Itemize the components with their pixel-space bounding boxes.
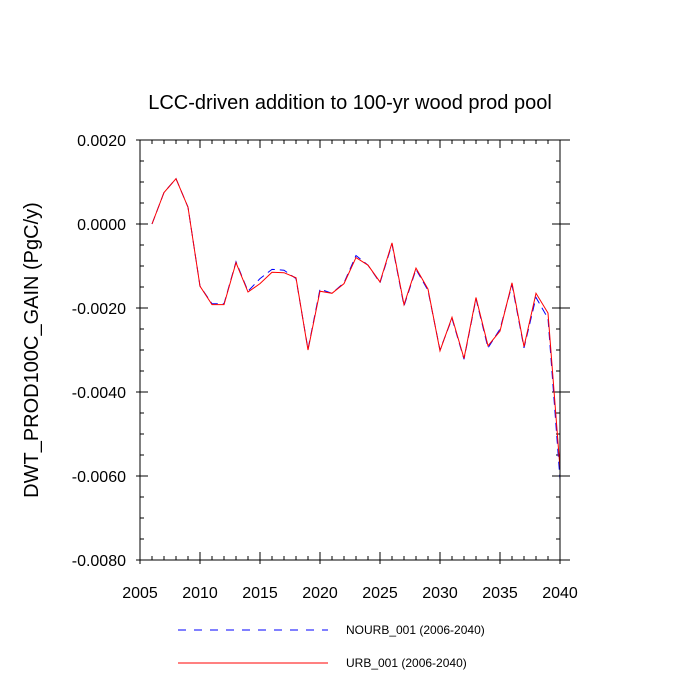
x-tick-label: 2015 <box>242 585 278 602</box>
y-tick-label: -0.0020 <box>72 301 126 318</box>
legend: NOURB_001 (2006-2040) URB_001 (2006-2040) <box>178 623 485 670</box>
x-tick-label: 2020 <box>302 585 338 602</box>
x-tick-label: 2030 <box>422 585 458 602</box>
y-tick-label: -0.0040 <box>72 385 126 402</box>
y-tick-label: -0.0060 <box>72 469 126 486</box>
x-tick-label: 2040 <box>542 585 578 602</box>
x-tick-label: 2005 <box>122 585 158 602</box>
series-layer <box>151 177 561 480</box>
x-tick-label: 2035 <box>482 585 518 602</box>
y-tick-label: -0.0080 <box>72 553 126 570</box>
y-axis-label: DWT_PROD100C_GAIN (PgC/y) <box>21 202 43 498</box>
x-tick-label: 2025 <box>362 585 398 602</box>
axis-ticks: 2005 2010 2015 2020 2025 2030 2035 2040 0.0020 0.… <box>72 133 578 602</box>
x-tick-label: 2010 <box>182 585 218 602</box>
legend-label-1: NOURB_001 (2006-2040) <box>346 623 485 637</box>
y-tick-label: 0.0020 <box>77 133 126 150</box>
y-tick-label: 0.0000 <box>77 217 126 234</box>
series-line-2 <box>151 177 561 469</box>
chart-title: LCC-driven addition to 100-yr wood prod … <box>148 92 552 114</box>
series-line-1 <box>151 177 561 480</box>
plot-frame <box>139 139 561 561</box>
legend-label-2: URB_001 (2006-2040) <box>346 656 467 670</box>
